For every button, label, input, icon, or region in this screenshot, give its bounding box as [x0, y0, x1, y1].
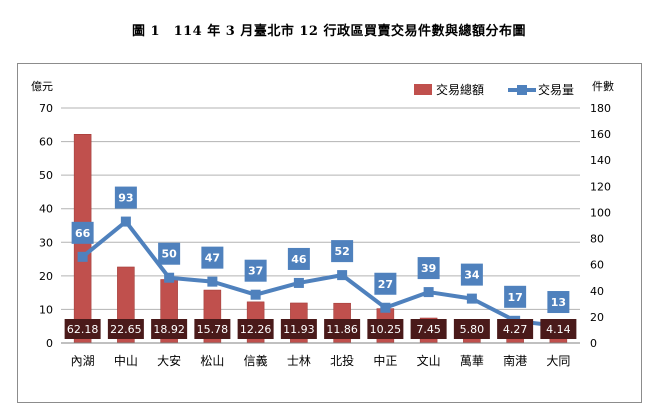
x-tick-label: 北投 — [330, 353, 354, 368]
count-data-label: 52 — [334, 245, 349, 258]
value-label-box — [540, 319, 577, 339]
legend-line-marker — [517, 85, 527, 95]
y-tick-label: 10 — [39, 303, 53, 316]
y-tick-label: 40 — [39, 203, 53, 216]
value-data-label: 15.78 — [197, 323, 229, 336]
value-label-box — [194, 319, 231, 339]
y2-tick-label: 140 — [590, 154, 611, 167]
count-data-label: 46 — [291, 253, 307, 266]
value-data-label: 18.92 — [153, 323, 185, 336]
y2-tick-label: 40 — [590, 285, 604, 298]
count-data-label: 17 — [507, 291, 522, 304]
x-tick-label: 士林 — [287, 354, 311, 368]
x-tick-label: 大安 — [157, 353, 181, 368]
line-marker — [77, 251, 88, 262]
count-data-label: 27 — [378, 278, 393, 291]
count-label-box — [460, 263, 483, 286]
count-data-label: 66 — [75, 227, 91, 240]
value-data-label: 12.26 — [240, 323, 272, 336]
x-tick-label: 大同 — [546, 354, 570, 368]
line-marker — [423, 287, 434, 298]
count-data-label: 39 — [421, 262, 436, 275]
count-label-box — [244, 259, 267, 282]
value-label-box — [453, 319, 490, 339]
value-label-box — [367, 319, 404, 339]
x-tick-label: 信義 — [244, 353, 268, 368]
count-data-label: 93 — [118, 192, 133, 205]
line-marker — [207, 276, 218, 287]
y2-tick-label: 60 — [590, 259, 604, 272]
value-data-label: 7.45 — [416, 323, 441, 336]
figure-title: 圖 1 114 年 3 月臺北市 12 行政區買賣交易件數與總額分布圖 — [132, 24, 526, 39]
x-tick-label: 萬華 — [460, 354, 484, 368]
y2-tick-label: 160 — [590, 128, 611, 141]
count-label-box — [201, 246, 224, 269]
x-tick-label: 中山 — [114, 353, 138, 368]
value-label-box — [107, 319, 144, 339]
y-tick-label: 30 — [39, 236, 53, 249]
y-tick-label: 20 — [39, 270, 53, 283]
y-tick-label: 50 — [39, 169, 53, 182]
chart-svg: 0 10 20 30 40 50 60 70 0 20 40 60 80 100 120 140 160 180 億… — [31, 80, 614, 368]
count-label-box — [504, 285, 527, 308]
y2-axis-title: 件數 — [592, 80, 614, 93]
value-label-box — [64, 319, 101, 339]
line-marker — [466, 293, 477, 304]
count-data-label: 13 — [551, 296, 566, 309]
y-tick-label: 60 — [39, 136, 53, 149]
value-data-label: 4.27 — [503, 323, 528, 336]
y-axis-title: 億元 — [31, 80, 53, 93]
count-data-label: 34 — [464, 269, 480, 282]
y2-tick-label: 80 — [590, 233, 604, 246]
legend-line-label: 交易量 — [538, 82, 574, 97]
line-marker — [337, 270, 348, 281]
value-label-box — [324, 319, 361, 339]
line-marker — [120, 216, 131, 227]
line-marker — [250, 289, 261, 300]
count-label-box — [417, 257, 440, 280]
line-series — [81, 219, 559, 329]
count-data-label: 37 — [248, 265, 263, 278]
count-label-box — [547, 291, 570, 314]
x-tick-label: 文山 — [417, 353, 441, 368]
y2-tick-label: 20 — [590, 311, 604, 324]
value-data-label: 62.18 — [67, 323, 99, 336]
count-label-box — [287, 247, 310, 270]
count-data-label: 47 — [205, 252, 220, 265]
count-label-box — [374, 272, 397, 295]
value-data-label: 5.80 — [460, 323, 485, 336]
y2-tick-label: 100 — [590, 206, 611, 219]
value-label-box — [410, 319, 447, 339]
x-tick-label: 松山 — [200, 354, 224, 368]
legend-bar-label: 交易總額 — [436, 82, 484, 97]
value-data-label: 4.14 — [546, 323, 571, 336]
line-marker — [164, 272, 175, 283]
value-label-box — [151, 319, 188, 339]
x-tick-label: 中正 — [373, 353, 397, 368]
count-label-box — [331, 240, 354, 263]
y2-tick-label: 180 — [590, 102, 611, 115]
x-tick-label: 內湖 — [71, 353, 95, 368]
count-label-box — [158, 242, 181, 265]
y2-tick-label: 120 — [590, 180, 611, 193]
value-data-label: 11.86 — [326, 323, 358, 336]
y-tick-label: 70 — [39, 102, 53, 115]
count-data-label: 50 — [161, 248, 177, 261]
value-label-box — [497, 319, 534, 339]
value-data-label: 10.25 — [370, 323, 402, 336]
line-marker — [293, 277, 304, 288]
legend-bar-swatch — [414, 84, 432, 95]
value-label-box — [280, 319, 317, 339]
y2-tick-label: 0 — [590, 337, 597, 350]
x-tick-label: 南港 — [503, 353, 527, 368]
y-tick-label: 0 — [46, 337, 53, 350]
chart-frame: 0 10 20 30 40 50 60 70 0 20 40 60 80 100 120 140 160 180 億… — [17, 63, 642, 403]
line-marker — [380, 302, 391, 313]
value-data-label: 11.93 — [283, 323, 315, 336]
value-label-box — [237, 319, 274, 339]
value-data-label: 22.65 — [110, 323, 142, 336]
count-label-box — [71, 221, 94, 244]
count-label-box — [114, 186, 137, 209]
